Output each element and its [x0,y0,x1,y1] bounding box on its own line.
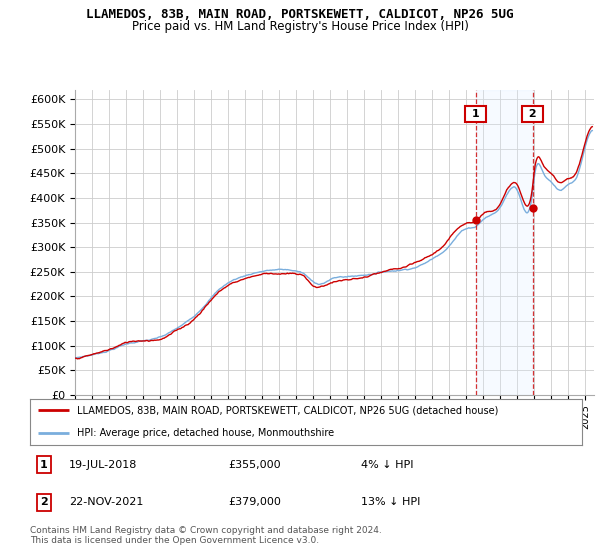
Text: £355,000: £355,000 [229,460,281,470]
Text: £379,000: £379,000 [229,497,281,507]
Text: 1: 1 [40,460,47,470]
Text: HPI: Average price, detached house, Monmouthshire: HPI: Average price, detached house, Monm… [77,428,334,438]
Text: 22-NOV-2021: 22-NOV-2021 [68,497,143,507]
Text: 19-JUL-2018: 19-JUL-2018 [68,460,137,470]
Text: This data is licensed under the Open Government Licence v3.0.: This data is licensed under the Open Gov… [30,536,319,545]
Text: Contains HM Land Registry data © Crown copyright and database right 2024.: Contains HM Land Registry data © Crown c… [30,526,382,535]
Text: 1: 1 [468,109,484,119]
Text: LLAMEDOS, 83B, MAIN ROAD, PORTSKEWETT, CALDICOT, NP26 5UG (detached house): LLAMEDOS, 83B, MAIN ROAD, PORTSKEWETT, C… [77,405,498,416]
Text: 13% ↓ HPI: 13% ↓ HPI [361,497,421,507]
Text: 4% ↓ HPI: 4% ↓ HPI [361,460,414,470]
Text: 2: 2 [40,497,47,507]
Text: LLAMEDOS, 83B, MAIN ROAD, PORTSKEWETT, CALDICOT, NP26 5UG: LLAMEDOS, 83B, MAIN ROAD, PORTSKEWETT, C… [86,8,514,21]
Bar [476,90,533,395]
Text: Price paid vs. HM Land Registry's House Price Index (HPI): Price paid vs. HM Land Registry's House … [131,20,469,33]
Text: 2: 2 [525,109,541,119]
